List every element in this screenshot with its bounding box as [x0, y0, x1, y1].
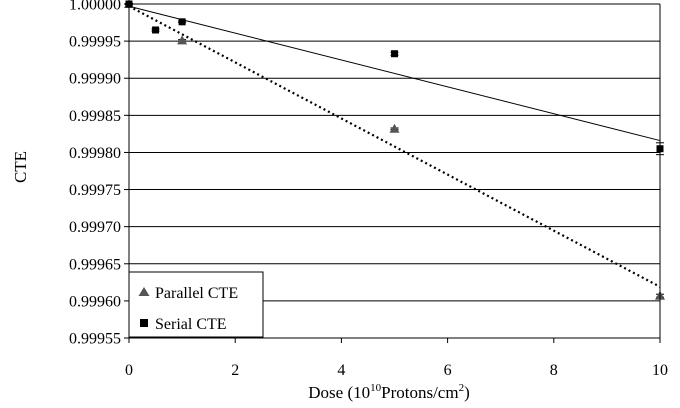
y-tick-label-9: 1.00000: [69, 0, 121, 14]
y-tick-label-8: 0.99995: [69, 34, 121, 51]
y-tick-label-4: 0.99975: [69, 182, 121, 199]
marker-parallel-1: [177, 35, 188, 45]
x-tick-label-2: 4: [337, 362, 345, 379]
y-tick-label-5: 0.99980: [69, 145, 121, 162]
y-axis-title: CTE: [11, 151, 30, 183]
y-tick-label-7: 0.99990: [69, 71, 121, 88]
y-tick-label-6: 0.99985: [69, 108, 121, 125]
x-axis-title: Dose (1010Protons/cm2): [308, 382, 469, 402]
x-axis-title-unit: Protons/cm: [381, 383, 458, 402]
marker-serial-2: [178, 18, 186, 26]
y-tick-label-3: 0.99970: [69, 219, 121, 236]
data-markers: [124, 0, 665, 300]
x-axis-title-unit-exponent: 2: [459, 382, 465, 394]
legend-parallel-label: Parallel CTE: [155, 285, 238, 302]
legend-serial-label: Serial CTE: [155, 316, 227, 333]
x-axis-title-close: ): [464, 383, 470, 402]
legend-serial-square-icon: [140, 319, 148, 327]
marker-serial-1: [152, 26, 160, 34]
legend-parallel-triangle-icon: [138, 287, 150, 296]
marker-serial-3: [391, 50, 398, 58]
y-tick-label-1: 0.99960: [69, 293, 121, 310]
x-tick-label-0: 0: [125, 362, 133, 379]
x-axis-title-main: Dose (10: [308, 383, 370, 402]
axes: [124, 3, 661, 343]
y-tick-label-0: 0.99955: [69, 331, 121, 348]
x-tick-label-3: 6: [444, 362, 452, 379]
marker-parallel-2: [389, 123, 400, 133]
x-tick-label-5: 10: [652, 362, 668, 379]
fit-line-0: [128, 5, 661, 288]
legend: Parallel CTE Serial CTE: [128, 271, 264, 338]
x-axis-title-exponent: 10: [370, 382, 382, 394]
error-bars: [125, 3, 664, 298]
y-tick-labels: 0.99955 0.99960 0.99965 0.99970 0.99975 0.999…: [69, 0, 121, 348]
x-tick-labels: 0 2 4 6 8 10: [125, 362, 668, 379]
legend-box: [128, 271, 264, 338]
x-tick-label-1: 2: [231, 362, 239, 379]
fit-line-1: [128, 5, 661, 142]
y-tick-label-2: 0.99965: [69, 256, 121, 273]
x-tick-label-4: 8: [550, 362, 558, 379]
fit-lines: [128, 5, 661, 288]
